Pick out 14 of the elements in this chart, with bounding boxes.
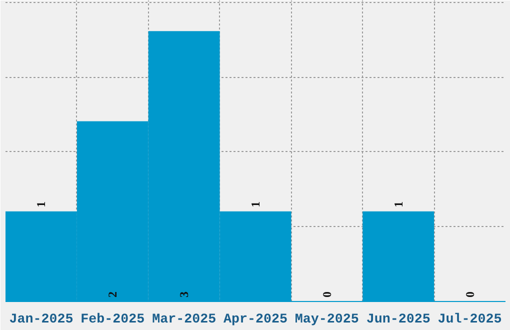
data-label: 2 — [106, 292, 120, 298]
data-label: 1 — [248, 201, 262, 208]
x-tick-label: Jun-2025 — [366, 312, 430, 328]
data-label: 0 — [462, 292, 477, 298]
x-tick-label: Mar-2025 — [152, 312, 216, 328]
data-label: 1 — [34, 201, 48, 208]
x-tick-label: Apr-2025 — [224, 312, 288, 328]
data-label: 0 — [320, 292, 334, 298]
x-tick-label: May-2025 — [294, 312, 359, 328]
x-tick-label: Jan-2025 — [9, 312, 74, 328]
data-label: 3 — [177, 292, 192, 298]
x-tick-label: Feb-2025 — [80, 312, 145, 328]
x-tick-label: Jul-2025 — [438, 312, 502, 328]
data-label: 1 — [391, 201, 406, 208]
